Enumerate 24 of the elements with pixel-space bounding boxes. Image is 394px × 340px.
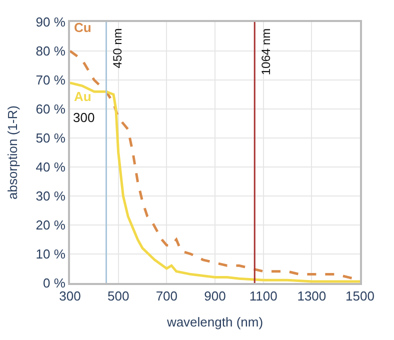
- y-tick-label: 10 %: [36, 246, 66, 262]
- x-tick-label: 900: [204, 288, 226, 304]
- y-tick-label: 0 %: [42, 276, 66, 291]
- y-tick-label: 70 %: [36, 72, 66, 88]
- x-axis-title: wavelength (nm): [166, 314, 264, 330]
- y-tick-label: 80 %: [36, 44, 66, 59]
- annotation: 300: [73, 110, 95, 125]
- x-tick-label: 300: [59, 288, 81, 304]
- y-tick-label: 50 %: [36, 130, 66, 146]
- y-tick-label: 90 %: [36, 14, 66, 30]
- y-tick-label: 40 %: [36, 160, 66, 175]
- x-tick-label: 700: [156, 288, 178, 304]
- x-tick-label: 500: [107, 288, 130, 304]
- y-axis-title: absorption (1-R): [5, 106, 20, 200]
- x-tick-label: 1300: [297, 288, 326, 304]
- series-label: Cu: [74, 20, 92, 35]
- y-tick-label: 30 %: [36, 188, 66, 204]
- y-tick-label: 20 %: [36, 218, 66, 233]
- x-tick-label: 1100: [249, 288, 278, 304]
- x-tick-label: 1500: [346, 288, 374, 304]
- ref-line-label: 450 nm: [110, 28, 124, 68]
- y-tick-label: 60 %: [36, 102, 66, 117]
- series-label: Au: [74, 89, 92, 104]
- ref-line-label: 1064 nm: [259, 28, 274, 76]
